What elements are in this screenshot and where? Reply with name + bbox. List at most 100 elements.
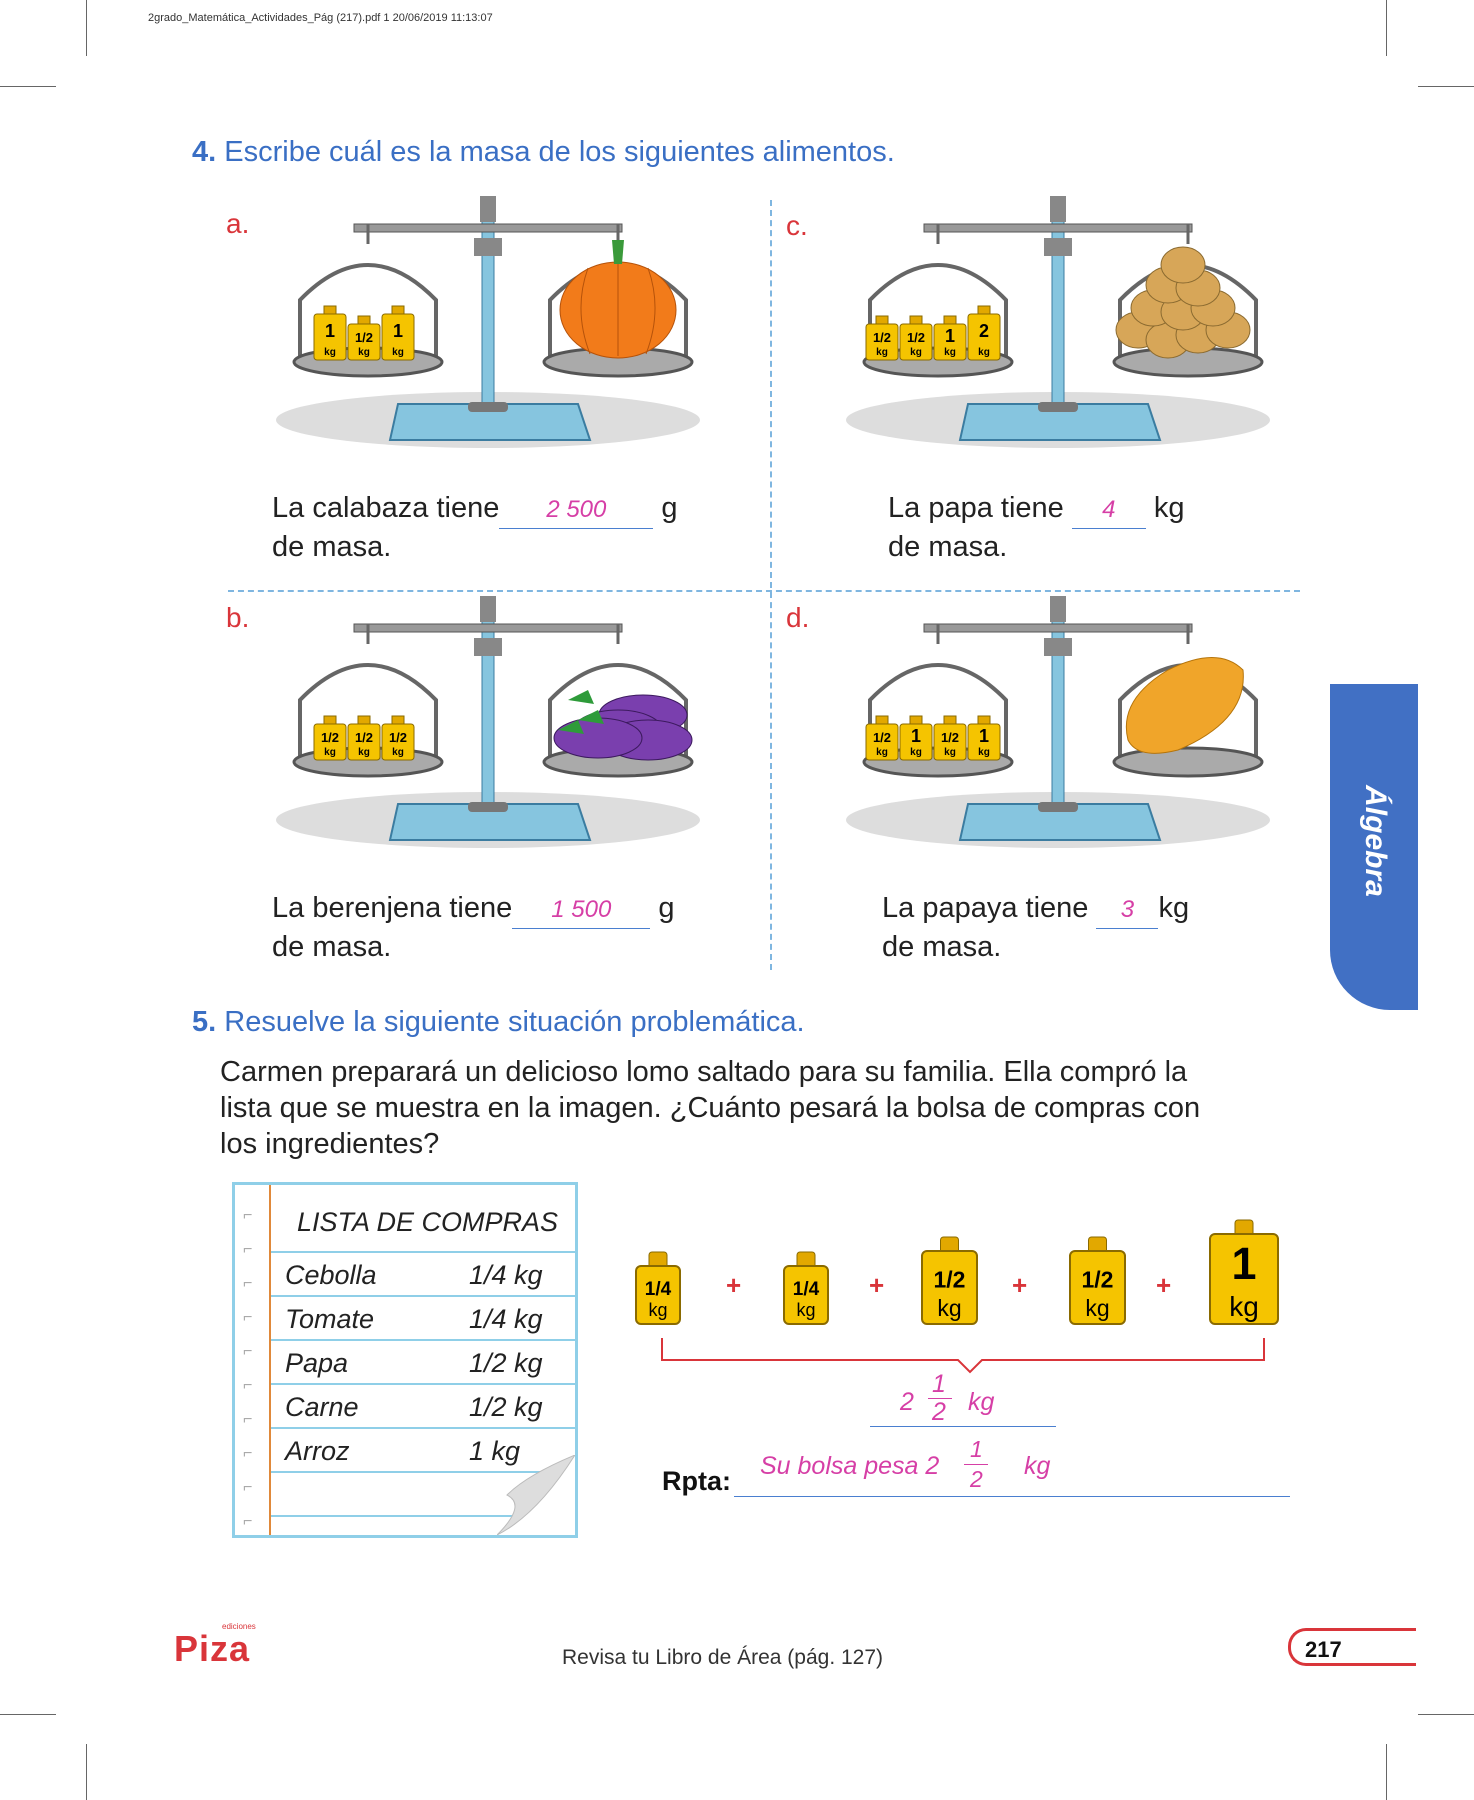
weight-value: 1/2 (941, 730, 959, 745)
item-letter-a: a. (226, 208, 250, 239)
crop-mark (86, 0, 87, 56)
weight-unit: kg (648, 1300, 667, 1320)
sum-underline (870, 1426, 1056, 1427)
weight-icon: 1kg (1209, 1219, 1279, 1325)
crop-mark (0, 86, 56, 87)
crop-mark (0, 1714, 56, 1715)
weight-value: 1 (1231, 1238, 1256, 1289)
rpta-numerator: 1 (970, 1436, 983, 1462)
scale-joint (1044, 638, 1072, 656)
eggplant-leaf (558, 720, 584, 734)
sentence-b: La berenjena tiene 1 500 g de masa. (272, 890, 674, 965)
sentence-c: La papa tiene 4 kg de masa. (888, 490, 1185, 565)
weight-icon: 1kg (313, 305, 347, 361)
weight-unit: kg (944, 347, 956, 358)
weight-value: 1/2 (389, 730, 407, 745)
scale-beam (923, 223, 1193, 233)
plus-sign: + (726, 1270, 742, 1300)
weight-icon: 1/2kg (313, 715, 347, 761)
divider-vertical (770, 200, 772, 970)
weight-icon: 1kg (967, 715, 1001, 761)
weight-value: 1 (945, 326, 955, 346)
weight-unit: kg (324, 347, 336, 358)
file-header: 2grado_Matemática_Actividades_Pág (217).… (148, 12, 493, 24)
item-letter-b: b. (226, 602, 250, 633)
answer-field[interactable]: 4 (1071, 492, 1146, 529)
sum-numerator: 1 (932, 1370, 946, 1398)
weight-unit: kg (910, 747, 922, 758)
scale-base (388, 803, 592, 841)
item-qty: 1/2 kg (469, 1392, 543, 1422)
list-item: Cebolla 1/4 kg (271, 1253, 575, 1297)
scale-base (958, 803, 1162, 841)
weight-unit: kg (910, 347, 922, 358)
sentence-a: La calabaza tiene 2 500 g de masa. (272, 490, 678, 565)
scale-top (1050, 196, 1066, 222)
answer-field[interactable]: 2 500 (499, 492, 654, 529)
answer-field[interactable]: 3 (1096, 892, 1159, 929)
potato-icon (1160, 246, 1206, 284)
eggplant-leaf (578, 710, 604, 724)
scale-beam (353, 623, 623, 633)
weight-unit: kg (392, 347, 404, 358)
weight-unit: kg (796, 1300, 815, 1320)
rpta-field[interactable]: Su bolsa pesa 2 1 2 kg (734, 1436, 1290, 1498)
weight-value: 1/2 (355, 330, 373, 345)
rpta-unit: kg (1024, 1452, 1051, 1480)
weight-value: 1/2 (321, 730, 339, 745)
problem-line: los ingredientes? (220, 1128, 440, 1160)
crop-mark (1386, 0, 1387, 56)
weight-value: 1/2 (355, 730, 373, 745)
item-name: Carne (285, 1392, 359, 1422)
item-name: Arroz (285, 1436, 350, 1466)
rpta-underline (734, 1496, 1290, 1497)
item-qty: 1 kg (469, 1436, 521, 1466)
balance-scale: 1/2 kg 1/2 kg 1/2 kg (276, 596, 700, 848)
item-qty: 1/4 kg (469, 1304, 543, 1334)
weight-icon: 1/2kg (865, 715, 899, 761)
weight-unit: kg (978, 347, 990, 358)
list-item: Carne 1/2 kg (271, 1385, 575, 1429)
scale-joint (1044, 238, 1072, 256)
item-name: Cebolla (285, 1260, 377, 1290)
unit: g (661, 492, 678, 524)
sentence-end: de masa. (272, 931, 392, 963)
sentence-text: La calabaza tiene (272, 492, 500, 524)
logo-subtext: ediciones (222, 1622, 256, 1631)
weight-icon: 1/2kg (347, 715, 381, 761)
unit: g (658, 892, 675, 924)
item-name: Tomate (285, 1304, 375, 1334)
papaya-icon (1125, 657, 1244, 754)
pan-hanger (868, 263, 1008, 360)
divider-horizontal (228, 590, 1300, 592)
crop-mark (1418, 1714, 1474, 1715)
plus-sign: + (1012, 1270, 1028, 1300)
weight-value: 1 (979, 726, 989, 746)
footer-review: Revisa tu Libro de Área (pág. 127) (562, 1646, 884, 1669)
plus-sign: + (869, 1270, 885, 1300)
sum-whole: 2 (900, 1388, 914, 1416)
weight-value: 1/4 (645, 1279, 672, 1300)
answer-field[interactable]: 1 500 (512, 892, 651, 929)
list-item: Papa 1/2 kg (271, 1341, 575, 1385)
list-title: LISTA DE COMPRAS (271, 1193, 575, 1253)
margin-line (269, 1185, 271, 1535)
item-name: Papa (285, 1348, 349, 1378)
problem-text: Carmen preparará un delicioso lomo salta… (220, 1054, 1200, 1162)
weight-icon: 1/2kg (1069, 1236, 1126, 1325)
page-number: 217 (1288, 1628, 1416, 1666)
question-4-title: 4. Escribe cuál es la masa de los siguie… (192, 136, 895, 169)
pan-hanger (298, 663, 438, 760)
scale-top (1050, 596, 1066, 622)
side-tab: Álgebra (1330, 684, 1418, 1010)
fraction-bar (964, 1464, 988, 1465)
weight-icon: 2 kg (967, 305, 1001, 361)
scale-base (388, 403, 592, 441)
sentence-end: de masa. (882, 931, 1002, 963)
sentence-d: La papaya tiene 3 kg de masa. (882, 890, 1189, 965)
list-item: Tomate 1/4 kg (271, 1297, 575, 1341)
weight-icon: 1kg (933, 315, 967, 361)
question-text: Resuelve la siguiente situación problemá… (224, 1006, 805, 1038)
weight-value: 1/2 (873, 330, 891, 345)
